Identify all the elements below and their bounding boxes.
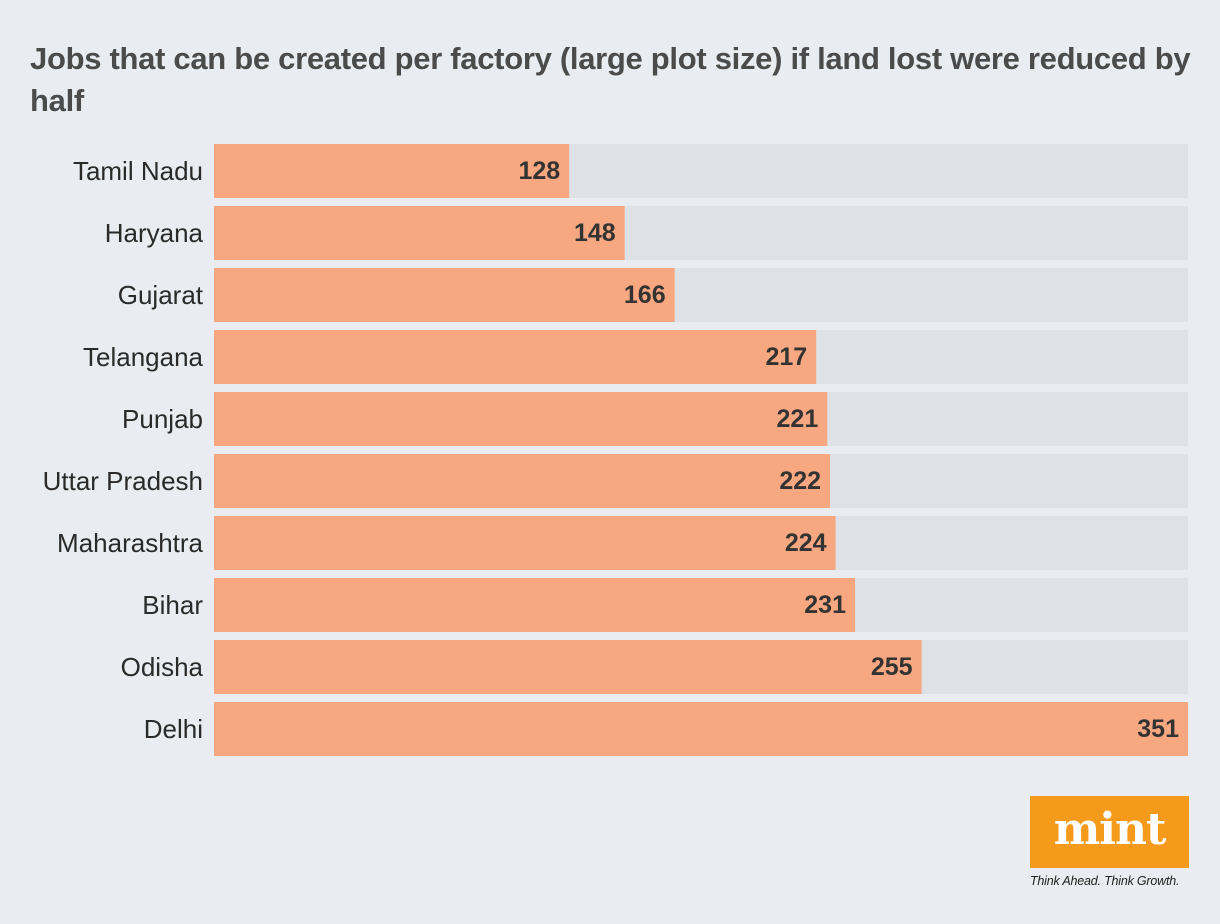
data-label: 221 bbox=[777, 405, 819, 433]
bar bbox=[214, 144, 570, 198]
data-label: 224 bbox=[785, 529, 827, 557]
category-label: Haryana bbox=[105, 218, 204, 248]
category-label: Delhi bbox=[144, 714, 203, 744]
category-label: Odisha bbox=[121, 652, 204, 682]
category-label: Maharashtra bbox=[57, 528, 203, 558]
data-label: 231 bbox=[804, 591, 846, 619]
bar bbox=[214, 454, 831, 508]
chart-title: Jobs that can be created per factory (la… bbox=[30, 41, 1191, 118]
bar bbox=[214, 268, 675, 322]
data-label: 222 bbox=[779, 467, 821, 495]
data-label: 255 bbox=[871, 653, 913, 681]
data-label: 128 bbox=[518, 157, 560, 185]
brand-name: mint bbox=[1053, 804, 1167, 855]
category-label: Uttar Pradesh bbox=[43, 466, 203, 496]
bar bbox=[214, 640, 922, 694]
data-label: 217 bbox=[765, 343, 807, 371]
bar bbox=[214, 206, 625, 260]
brand-logo: mint bbox=[1030, 796, 1189, 868]
category-label: Gujarat bbox=[118, 280, 204, 310]
bar bbox=[214, 330, 817, 384]
bar bbox=[214, 702, 1188, 756]
bar bbox=[214, 516, 836, 570]
data-label: 351 bbox=[1137, 715, 1179, 743]
bar bbox=[214, 392, 828, 446]
data-label: 148 bbox=[574, 219, 616, 247]
category-label: Punjab bbox=[122, 404, 203, 434]
bar-chart: Tamil Nadu 128 Haryana 148 Gujarat 166 Telanga… bbox=[43, 144, 1188, 756]
category-label: Tamil Nadu bbox=[73, 156, 203, 186]
brand-tagline: Think Ahead. Think Growth. bbox=[1030, 874, 1180, 888]
category-label: Telangana bbox=[83, 342, 204, 372]
category-label: Bihar bbox=[142, 590, 203, 620]
data-label: 166 bbox=[624, 281, 666, 309]
bar bbox=[214, 578, 856, 632]
